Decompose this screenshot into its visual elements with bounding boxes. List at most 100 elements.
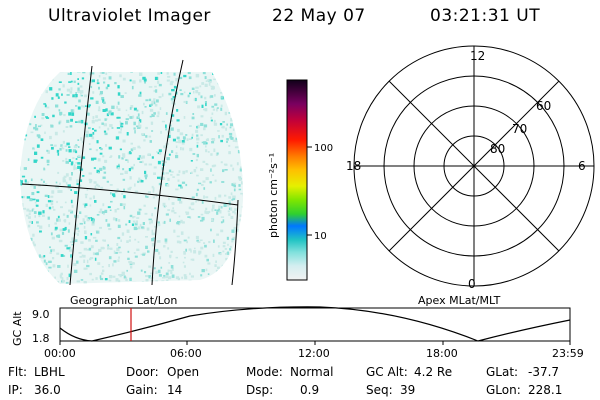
uv-speckle xyxy=(185,63,187,65)
uv-speckle xyxy=(132,147,136,150)
uv-speckle xyxy=(107,245,110,248)
uv-speckle xyxy=(96,252,99,256)
uv-speckle xyxy=(154,68,156,70)
uv-speckle xyxy=(50,124,54,128)
uv-speckle xyxy=(147,153,151,156)
uv-speckle xyxy=(242,79,244,82)
uv-speckle xyxy=(77,165,81,169)
uv-speckle xyxy=(222,68,225,70)
uv-speckle xyxy=(237,176,242,179)
uv-speckle xyxy=(40,283,43,284)
uv-speckle xyxy=(36,204,39,207)
uv-speckle xyxy=(183,252,186,255)
uv-speckle xyxy=(27,276,30,278)
uv-speckle xyxy=(159,151,162,155)
uv-speckle xyxy=(130,148,134,152)
uv-speckle xyxy=(228,132,233,136)
info-dsp-value: 0.9 xyxy=(300,383,319,397)
uv-speckle xyxy=(64,219,67,223)
uv-speckle xyxy=(49,135,52,140)
uv-speckle xyxy=(202,180,206,183)
uv-speckle xyxy=(177,179,180,182)
uv-speckle xyxy=(64,201,67,204)
uv-speckle xyxy=(190,258,194,261)
uv-speckle xyxy=(195,235,199,239)
uv-speckle xyxy=(136,117,140,119)
uv-speckle xyxy=(181,142,185,145)
polar-plot xyxy=(353,45,595,287)
uv-speckle xyxy=(91,222,95,226)
uv-speckle xyxy=(32,241,35,245)
uv-speckle xyxy=(166,72,169,75)
uv-speckle xyxy=(101,211,105,214)
uv-speckle xyxy=(246,235,248,237)
uv-speckle xyxy=(130,63,134,65)
uv-speckle xyxy=(91,72,95,75)
uv-speckle xyxy=(90,217,92,219)
uv-speckle xyxy=(199,69,201,71)
uv-speckle xyxy=(54,228,57,231)
uv-speckle xyxy=(122,154,126,158)
uv-speckle xyxy=(157,63,159,65)
uv-speckle xyxy=(231,240,234,243)
uv-speckle xyxy=(28,238,31,241)
uv-speckle xyxy=(142,253,146,256)
uv-speckle xyxy=(203,187,206,190)
uv-speckle xyxy=(240,192,243,195)
uv-speckle xyxy=(206,163,209,166)
uv-speckle xyxy=(130,72,133,73)
uv-speckle xyxy=(234,208,237,212)
uv-speckle xyxy=(201,200,204,204)
uv-speckle xyxy=(134,190,139,194)
uv-speckle xyxy=(220,92,223,94)
uv-speckle xyxy=(102,239,104,242)
uv-speckle xyxy=(126,240,129,243)
uv-speckle xyxy=(118,131,122,134)
uv-speckle xyxy=(27,69,30,71)
uv-speckle xyxy=(48,284,50,286)
uv-speckle xyxy=(177,197,181,201)
instrument-title: Ultraviolet Imager xyxy=(48,6,211,26)
uv-speckle xyxy=(200,274,203,277)
uv-speckle xyxy=(180,186,183,189)
uv-speckle xyxy=(61,145,64,149)
uv-speckle xyxy=(203,242,206,244)
uv-speckle xyxy=(157,67,159,70)
uv-speckle xyxy=(196,137,200,141)
uv-speckle xyxy=(127,159,129,163)
uv-speckle xyxy=(227,269,231,273)
uv-speckle xyxy=(135,220,138,224)
uv-speckle xyxy=(30,131,34,134)
uv-speckle xyxy=(118,279,121,283)
uv-speckle xyxy=(217,245,220,248)
uv-speckle xyxy=(191,171,193,174)
uv-speckle xyxy=(235,137,238,141)
uv-speckle xyxy=(102,203,105,207)
uv-speckle xyxy=(43,283,47,284)
uv-speckle xyxy=(129,214,133,218)
uv-speckle xyxy=(64,244,68,247)
uv-speckle xyxy=(209,95,211,99)
uv-speckle xyxy=(208,82,211,86)
uv-speckle xyxy=(244,162,246,165)
uv-speckle xyxy=(60,276,63,279)
uv-speckle xyxy=(149,140,152,143)
uv-speckle xyxy=(115,66,117,69)
uv-speckle xyxy=(82,156,86,159)
uv-speckle xyxy=(37,125,41,128)
uv-speckle xyxy=(73,145,78,149)
uv-speckle xyxy=(168,134,171,138)
uv-speckle xyxy=(95,277,98,280)
uv-speckle xyxy=(179,76,183,80)
uv-speckle xyxy=(76,179,80,183)
uv-speckle xyxy=(70,118,73,122)
uv-speckle xyxy=(245,107,248,109)
uv-speckle xyxy=(96,214,100,216)
uv-speckle xyxy=(180,93,184,96)
uv-speckle xyxy=(169,254,172,258)
uv-speckle xyxy=(20,166,21,170)
uv-speckle xyxy=(175,78,178,82)
uv-speckle xyxy=(238,178,242,181)
uv-speckle xyxy=(50,195,54,198)
uv-speckle xyxy=(245,104,247,107)
